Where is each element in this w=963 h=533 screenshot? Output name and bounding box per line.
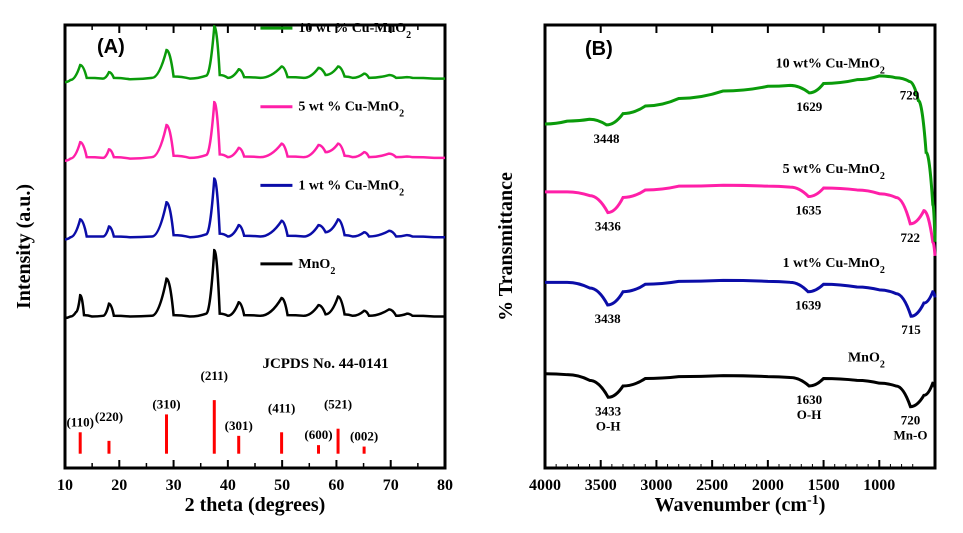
xtick-label: 70 bbox=[383, 477, 399, 494]
xtick-label: 2500 bbox=[696, 477, 728, 494]
jcpds-peak-label: (600) bbox=[304, 427, 332, 442]
xtick-label: 30 bbox=[166, 477, 182, 494]
peak-annotation: 729 bbox=[900, 88, 920, 103]
jcpds-peak-label: (310) bbox=[152, 396, 180, 411]
xtick-label: 40 bbox=[220, 477, 236, 494]
x-axis-label: Wavenumber (cm-1) bbox=[655, 493, 826, 517]
xtick-label: 1500 bbox=[808, 477, 840, 494]
peak-assignment: O-H bbox=[596, 418, 621, 433]
jcpds-peak-label: (220) bbox=[95, 409, 123, 424]
jcpds-card-label: JCPDS No. 44-0141 bbox=[262, 356, 388, 372]
xtick-label: 20 bbox=[111, 477, 127, 494]
y-axis-label: Intensity (a.u.) bbox=[13, 184, 35, 309]
xtick-label: 3000 bbox=[640, 477, 672, 494]
jcpds-peak-label: (110) bbox=[66, 414, 93, 429]
peak-annotation: 3448 bbox=[594, 131, 621, 146]
jcpds-peak-label: (521) bbox=[324, 397, 352, 412]
peak-annotation: 3433 bbox=[595, 403, 622, 418]
jcpds-peak-label: (301) bbox=[225, 418, 253, 433]
panel-letter: (B) bbox=[585, 38, 613, 60]
panel-b-ftir: 4000 3500 3000 2500 2000 1500 1000 Wavenumber (… bbox=[490, 10, 950, 523]
ftir-chart-svg: 4000 3500 3000 2500 2000 1500 1000 Wavenumber (… bbox=[490, 10, 950, 523]
peak-annotation: 1630 bbox=[796, 392, 822, 407]
peak-annotation: 722 bbox=[901, 230, 921, 245]
peak-annotation: 1635 bbox=[796, 203, 823, 218]
xtick-label: 50 bbox=[274, 477, 290, 494]
peak-annotation: 720 bbox=[901, 413, 921, 428]
plot-frame bbox=[65, 25, 445, 468]
peak-annotation: 715 bbox=[901, 322, 921, 337]
jcpds-peak-label: (211) bbox=[201, 368, 228, 383]
peak-annotation: 3436 bbox=[595, 219, 622, 234]
peak-annotation: 1629 bbox=[796, 99, 823, 114]
xtick-label: 3500 bbox=[585, 477, 617, 494]
xtick-label: 10 bbox=[57, 477, 73, 494]
jcpds-peak-label: (411) bbox=[268, 400, 295, 415]
x-axis-label: 2 theta (degrees) bbox=[185, 494, 326, 516]
panel-a-xrd: 10 20 30 40 50 60 70 80 2 theta (degrees) Intensi… bbox=[10, 10, 460, 523]
xtick-label: 2000 bbox=[752, 477, 784, 494]
y-axis-label: % Transmittance bbox=[495, 172, 517, 321]
xtick-label: 80 bbox=[437, 477, 453, 494]
peak-annotation: 3438 bbox=[595, 311, 622, 326]
peak-assignment: O-H bbox=[797, 407, 822, 422]
jcpds-peak-label: (002) bbox=[350, 429, 378, 444]
panel-letter: (A) bbox=[97, 36, 125, 58]
peak-annotation: 1639 bbox=[795, 298, 822, 313]
xrd-chart-svg: 10 20 30 40 50 60 70 80 2 theta (degrees) Intensi… bbox=[10, 10, 460, 523]
xtick-label: 4000 bbox=[529, 477, 561, 494]
xtick-label: 60 bbox=[328, 477, 344, 494]
peak-assignment: Mn-O bbox=[894, 428, 928, 443]
xtick-label: 1000 bbox=[863, 477, 895, 494]
